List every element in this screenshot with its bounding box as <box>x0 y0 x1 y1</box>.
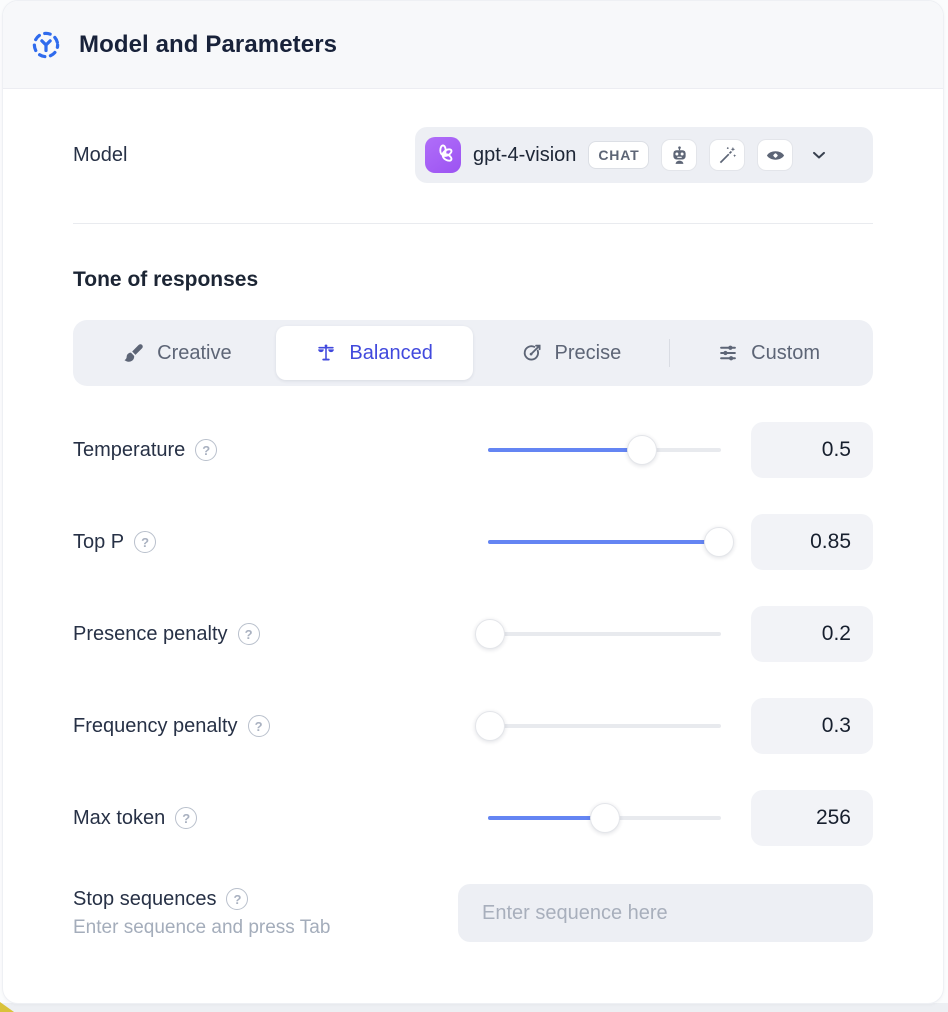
divider <box>73 223 873 224</box>
slider-thumb[interactable] <box>626 435 657 465</box>
tone-option-custom[interactable]: Custom <box>670 326 867 380</box>
tone-option-label: Creative <box>157 341 232 364</box>
model-name: gpt-4-vision <box>473 143 577 166</box>
help-icon[interactable] <box>237 623 260 645</box>
segment-divider <box>669 339 671 367</box>
stop-sequences-hint: Enter sequence and press Tab <box>73 916 331 938</box>
param-label: Max token <box>73 806 166 829</box>
top-p-slider[interactable] <box>488 527 734 557</box>
param-row-top-p: Top P 0.85 <box>73 514 873 570</box>
param-label: Top P <box>73 530 125 553</box>
presence-penalty-slider[interactable] <box>475 619 721 649</box>
param-row-presence-penalty: Presence penalty 0.2 <box>73 606 873 662</box>
tone-option-label: Custom <box>751 341 821 364</box>
help-icon[interactable] <box>247 715 270 737</box>
max-token-slider[interactable] <box>488 803 721 833</box>
slider-thumb[interactable] <box>475 711 506 741</box>
chevron-down-icon[interactable] <box>809 145 829 165</box>
help-icon[interactable] <box>175 807 198 829</box>
slider-thumb[interactable] <box>703 527 734 557</box>
param-row-frequency-penalty: Frequency penalty 0.3 <box>73 698 873 754</box>
param-label: Presence penalty <box>73 622 228 645</box>
param-row-temperature: Temperature 0.5 <box>73 422 873 478</box>
temperature-value[interactable]: 0.5 <box>751 422 873 478</box>
tone-segmented-control: Creative Balanced <box>73 320 873 386</box>
param-label: Frequency penalty <box>73 714 238 737</box>
param-label: Temperature <box>73 438 186 461</box>
slider-thumb[interactable] <box>475 619 506 649</box>
frequency-penalty-slider[interactable] <box>475 711 721 741</box>
stop-sequences-label: Stop sequences <box>73 887 217 910</box>
model-select[interactable]: gpt-4-vision CHAT <box>415 127 873 183</box>
tone-option-label: Balanced <box>349 341 433 364</box>
paintbrush-icon <box>124 344 143 362</box>
help-icon[interactable] <box>134 531 157 553</box>
openai-logo-icon <box>425 137 461 173</box>
page-title: Model and Parameters <box>79 30 338 58</box>
backdrop-strip <box>0 1003 948 1012</box>
chat-badge: CHAT <box>588 141 650 169</box>
tone-option-precise[interactable]: Precise <box>473 326 670 380</box>
tone-option-balanced[interactable]: Balanced <box>275 326 473 380</box>
tone-option-label: Precise <box>554 341 622 364</box>
sliders-icon <box>720 345 737 361</box>
stop-sequence-input[interactable] <box>458 884 873 942</box>
slider-thumb[interactable] <box>589 803 620 833</box>
help-icon[interactable] <box>195 439 218 461</box>
temperature-slider[interactable] <box>488 435 721 465</box>
vision-eye-icon <box>757 139 794 171</box>
tone-heading: Tone of responses <box>73 268 259 291</box>
balance-scale-icon <box>318 344 335 361</box>
model-hub-icon <box>31 30 61 60</box>
frequency-penalty-value[interactable]: 0.3 <box>751 698 873 754</box>
robot-icon <box>661 139 698 171</box>
card-header: Model and Parameters <box>3 1 943 89</box>
param-row-max-token: Max token 256 <box>73 790 873 846</box>
help-icon[interactable] <box>226 888 249 910</box>
top-p-value[interactable]: 0.85 <box>751 514 873 570</box>
presence-penalty-value[interactable]: 0.2 <box>751 606 873 662</box>
stop-sequences-row: Stop sequences Enter sequence and press … <box>73 884 873 942</box>
tone-option-creative[interactable]: Creative <box>79 326 276 380</box>
magic-wand-icon <box>709 139 746 171</box>
target-arrow-icon <box>523 344 541 361</box>
model-row: Model gpt-4-vision CHAT <box>73 127 873 183</box>
max-token-value[interactable]: 256 <box>751 790 873 846</box>
backdrop-yellow-accent <box>0 1002 14 1012</box>
model-label: Model <box>73 143 128 166</box>
